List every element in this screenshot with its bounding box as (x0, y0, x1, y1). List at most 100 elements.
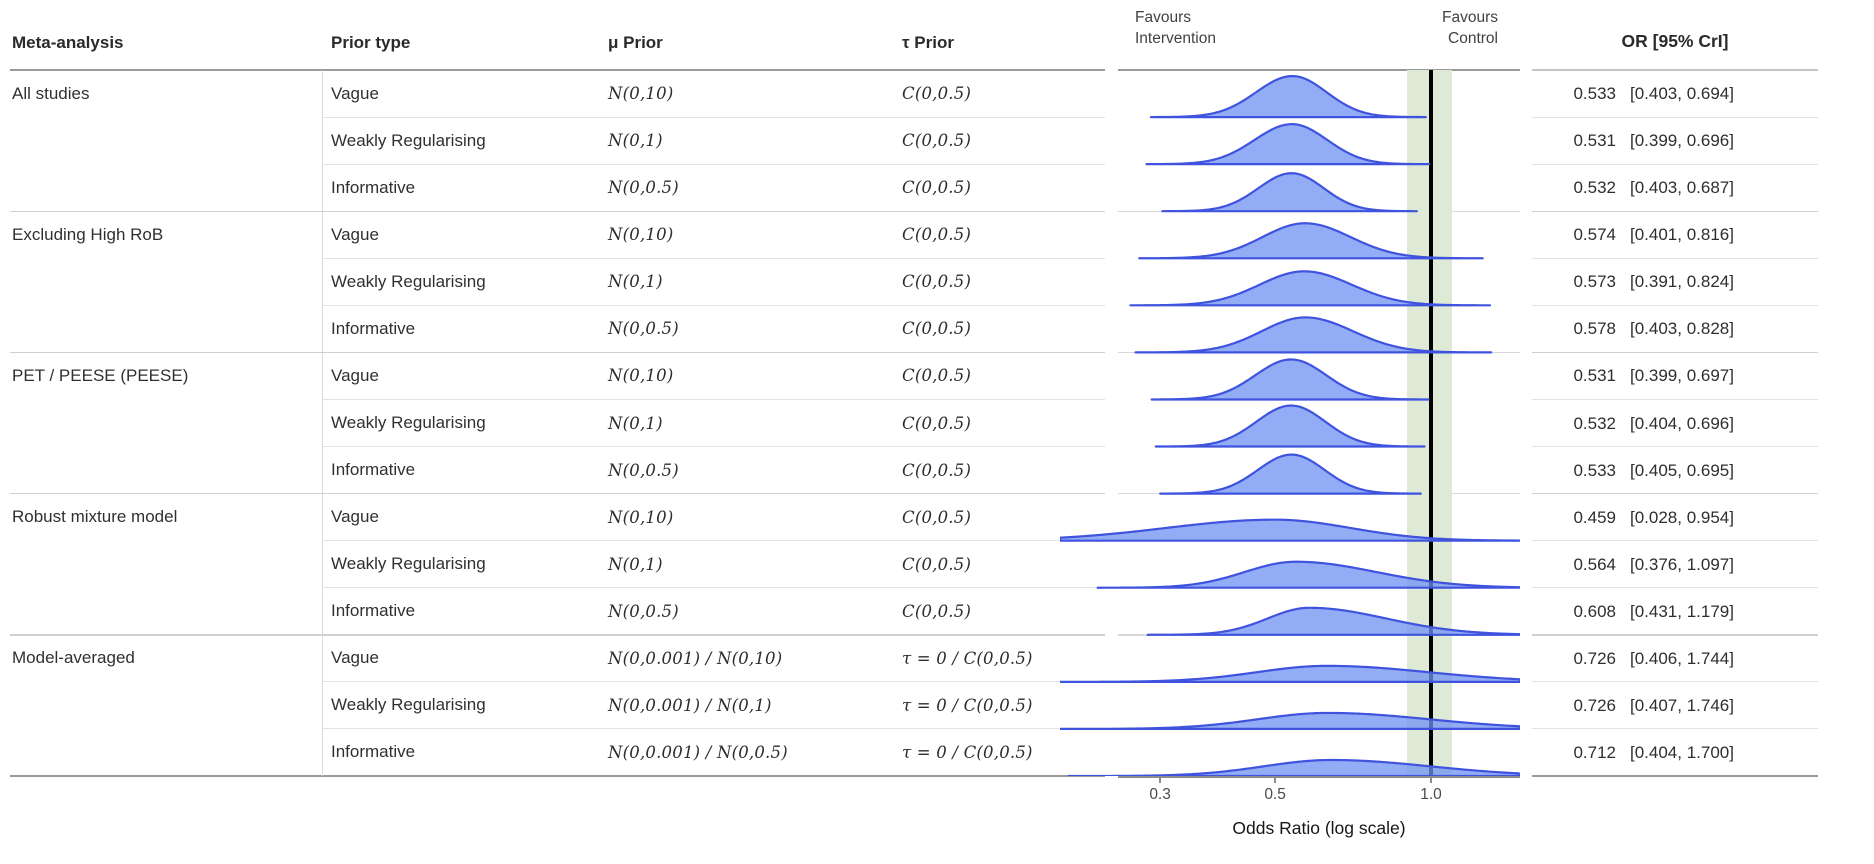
mu-prior-cell: N(0,1) (608, 413, 663, 433)
or-value: 0.531 (1573, 366, 1616, 386)
posterior-density-curve (1060, 664, 1520, 683)
posterior-density-curve (1060, 711, 1520, 731)
or-value: 0.578 (1573, 319, 1616, 339)
group-separator (10, 210, 1105, 212)
posterior-density-curve (1150, 358, 1430, 401)
favours-control-label: Favours Control (1380, 7, 1498, 49)
meta-analysis-column-separator (321, 70, 323, 776)
tau-prior-cell: C(0,0.5) (902, 178, 972, 198)
or-value: 0.532 (1573, 413, 1616, 433)
or-row-separator (1532, 446, 1818, 447)
x-axis-tick-mark (1159, 778, 1161, 783)
tau-prior-cell: τ = 0 / C(0,0.5) (902, 742, 1033, 762)
prior-type-cell: Weakly Regularising (331, 130, 486, 150)
or-row-separator (1532, 728, 1818, 730)
prior-type-cell: Vague (331, 83, 379, 103)
row-separator (322, 163, 1105, 165)
or-row-separator (1532, 116, 1818, 118)
table-header-rule (10, 69, 1105, 71)
row-separator (322, 446, 1105, 447)
prior-type-cell: Vague (331, 224, 379, 244)
tau-prior-cell: C(0,0.5) (902, 413, 972, 433)
or-value: 0.532 (1573, 178, 1616, 198)
x-axis-tick-label: 1.0 (1420, 786, 1442, 803)
or-group-separator (1532, 492, 1818, 495)
prior-type-cell: Informative (331, 460, 416, 480)
x-axis-tick-label: 0.3 (1149, 786, 1171, 803)
prior-type-cell: Weakly Regularising (331, 271, 486, 291)
or-row-separator (1532, 163, 1818, 165)
or-value: 0.564 (1573, 554, 1616, 574)
tau-prior-cell: τ = 0 / C(0,0.5) (902, 648, 1033, 668)
or-row-separator (1532, 304, 1818, 306)
x-axis-line (1118, 775, 1520, 778)
x-axis-tick-label: 0.5 (1264, 786, 1286, 803)
tau-prior-cell: C(0,0.5) (902, 131, 972, 151)
or-credible-interval: [0.399, 0.696] (1630, 131, 1734, 151)
or-credible-interval: [0.404, 0.696] (1630, 413, 1734, 433)
or-header-rule (1532, 69, 1818, 71)
or-credible-interval: [0.407, 1.746] (1630, 695, 1734, 715)
or-credible-interval: [0.399, 0.697] (1630, 366, 1734, 386)
row-separator (322, 399, 1105, 400)
row-separator (322, 116, 1105, 118)
favours-intervention-line1: Favours (1135, 9, 1191, 26)
row-separator (322, 681, 1105, 683)
or-value: 0.726 (1573, 648, 1616, 668)
tau-prior-cell: C(0,0.5) (902, 601, 972, 621)
or-value: 0.533 (1573, 460, 1616, 480)
favours-control-line2: Control (1448, 30, 1498, 47)
row-separator (322, 728, 1105, 730)
x-axis-tick-mark (1274, 778, 1276, 783)
posterior-density-curve (1067, 758, 1520, 776)
prior-type-cell: Weakly Regularising (331, 554, 486, 574)
mu-prior-cell: N(0,0.5) (608, 178, 679, 198)
or-bottom-rule (1532, 775, 1818, 777)
row-separator (322, 304, 1105, 306)
column-header-or-cri: OR [95% CrI] (1621, 31, 1729, 51)
or-credible-interval: [0.028, 0.954] (1630, 507, 1734, 527)
favours-intervention-label: Favours Intervention (1135, 7, 1216, 49)
group-separator (10, 492, 1105, 495)
or-credible-interval: [0.404, 1.700] (1630, 742, 1734, 762)
mu-prior-cell: N(0,0.5) (608, 601, 679, 621)
or-credible-interval: [0.401, 0.816] (1630, 225, 1734, 245)
tau-prior-cell: C(0,0.5) (902, 225, 972, 245)
tau-prior-cell: C(0,0.5) (902, 460, 972, 480)
or-credible-interval: [0.403, 0.687] (1630, 178, 1734, 198)
posterior-density-curve (1060, 518, 1520, 542)
group-label: Excluding High RoB (12, 224, 164, 244)
or-value: 0.573 (1573, 272, 1616, 292)
or-value: 0.712 (1573, 742, 1616, 762)
prior-type-cell: Weakly Regularising (331, 413, 486, 433)
x-axis-label: Odds Ratio (log scale) (1232, 818, 1406, 838)
mu-prior-cell: N(0,10) (608, 507, 674, 527)
or-credible-interval: [0.391, 0.824] (1630, 272, 1734, 292)
group-label: PET / PEESE (PEESE) (12, 365, 189, 385)
or-value: 0.574 (1573, 225, 1616, 245)
tau-prior-cell: C(0,0.5) (902, 319, 972, 339)
or-group-separator (1532, 210, 1818, 212)
tau-prior-cell: τ = 0 / C(0,0.5) (902, 695, 1033, 715)
favours-control-line1: Favours (1442, 9, 1498, 26)
or-credible-interval: [0.406, 1.744] (1630, 648, 1734, 668)
posterior-density-curve (1145, 123, 1431, 166)
column-header-meta-analysis: Meta-analysis (12, 33, 124, 52)
or-credible-interval: [0.431, 1.179] (1630, 601, 1734, 621)
or-group-separator (1532, 634, 1818, 636)
posterior-density-curve (1096, 560, 1520, 589)
mu-prior-cell: N(0,1) (608, 554, 663, 574)
posterior-density-curve (1149, 74, 1427, 119)
posterior-density-curve (1129, 270, 1492, 307)
mu-prior-cell: N(0,10) (608, 225, 674, 245)
or-credible-interval: [0.403, 0.694] (1630, 84, 1734, 103)
x-axis-tick-mark (1430, 778, 1432, 783)
or-row-separator (1532, 257, 1818, 259)
or-row-separator (1532, 587, 1818, 589)
posterior-density-curve (1146, 606, 1520, 636)
prior-type-cell: Informative (331, 742, 416, 762)
mu-prior-cell: N(0,0.001) / N(0,10) (608, 648, 783, 668)
prior-type-cell: Informative (331, 318, 416, 338)
